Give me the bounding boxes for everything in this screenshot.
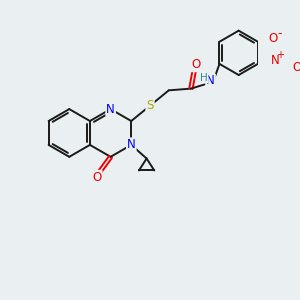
Text: H: H <box>200 73 208 82</box>
Text: N: N <box>206 74 215 88</box>
Text: N: N <box>127 138 136 152</box>
Text: +: + <box>276 50 284 60</box>
Text: N: N <box>271 54 279 67</box>
Text: O: O <box>92 171 102 184</box>
Text: O: O <box>191 58 201 71</box>
Text: -: - <box>278 27 282 40</box>
Text: S: S <box>146 99 154 112</box>
Text: O: O <box>268 32 278 45</box>
Text: O: O <box>292 61 300 74</box>
Text: N: N <box>106 103 115 116</box>
